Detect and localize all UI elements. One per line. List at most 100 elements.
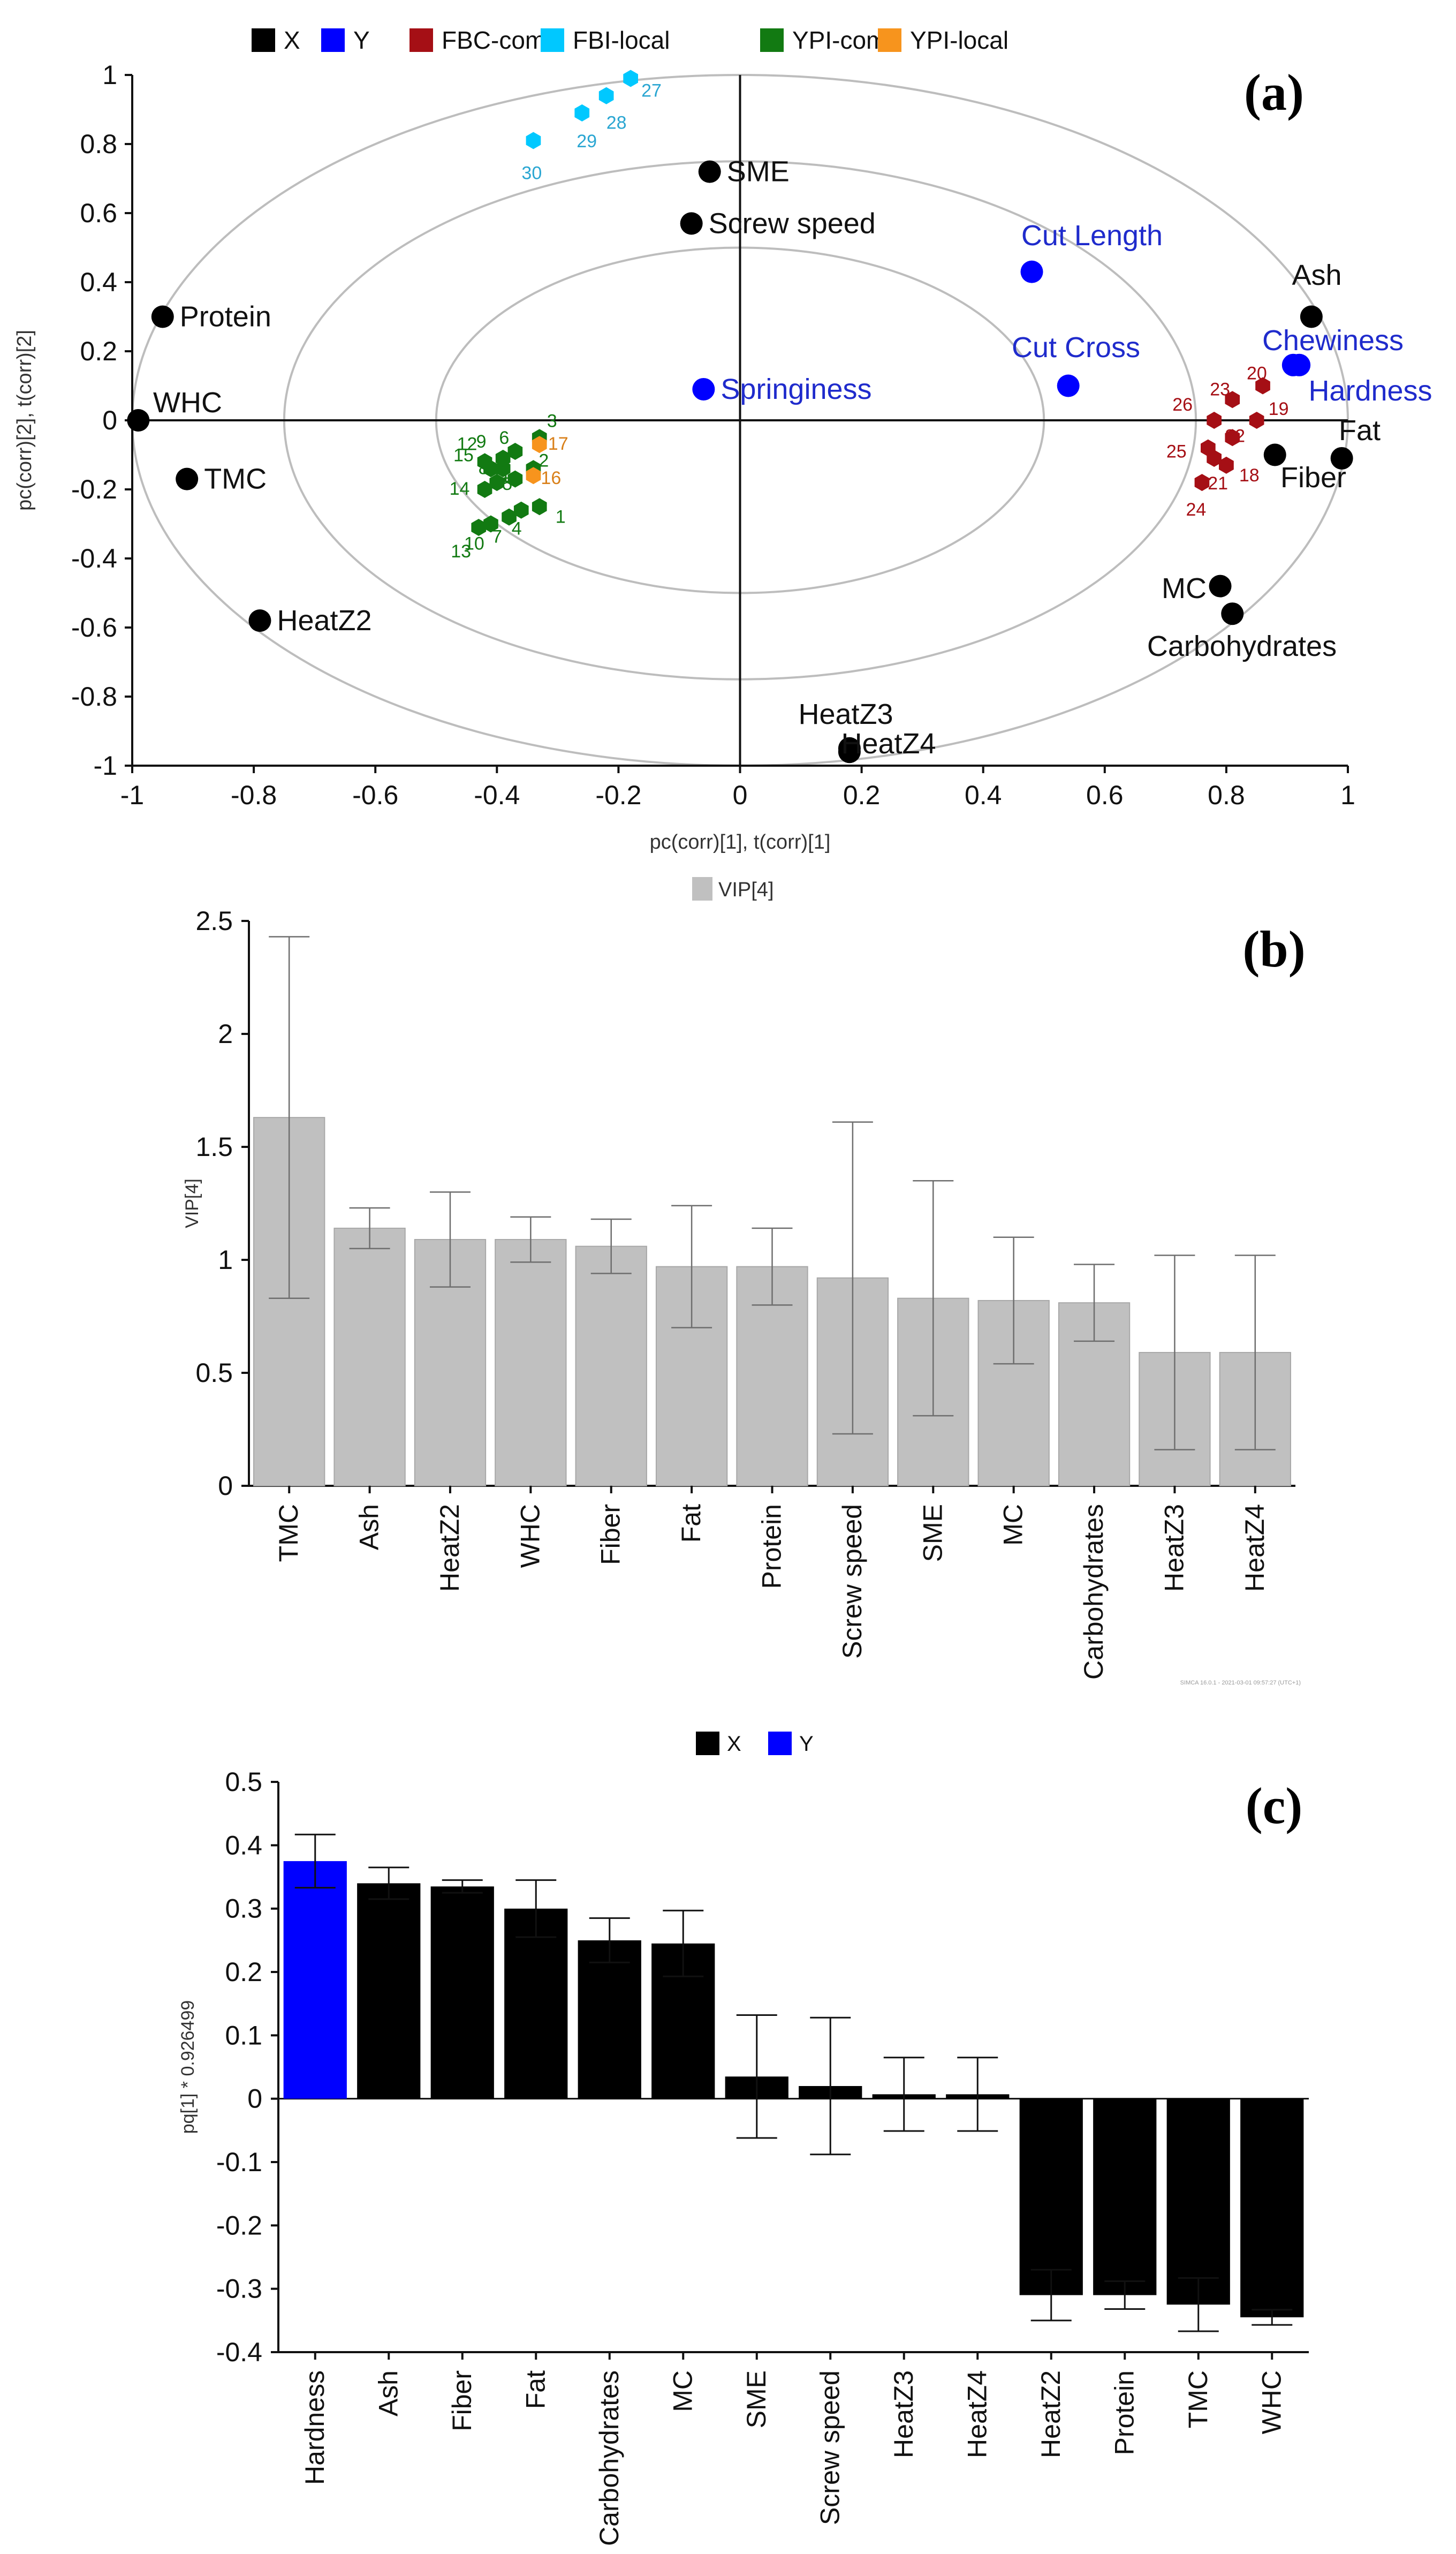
x-tick-label: -1 [120,780,144,810]
coef-bar [283,1861,347,2099]
panel-letter-c: (c) [1246,1777,1303,1834]
variable-point [1288,353,1311,376]
observation-label: 7 [492,527,502,547]
x-tick-label: HeatZ2 [1036,2370,1066,2458]
x-tick-label: MC [668,2370,697,2412]
observation-marker [1225,391,1240,409]
observation-label: 16 [541,468,561,488]
variable-point [1263,443,1286,466]
legend-label-x: X [727,1732,741,1756]
x-tick-label: HeatZ4 [1240,1504,1270,1592]
coef-bar [578,1940,641,2099]
y-tick-label: 1 [102,60,117,90]
legend-swatch-y [768,1732,792,1755]
variable-point [692,377,715,401]
legend-swatch-fbc_com [410,28,433,52]
x-tick-label: SME [917,1504,947,1562]
variable-label: Screw speed [709,207,876,239]
y-tick-label: 0 [218,1471,233,1501]
observation-marker [513,501,529,519]
y-tick-label: 0 [102,405,117,435]
y-tick-label: 0.6 [80,198,117,228]
variable-point [1300,305,1323,328]
y-axis-label: VIP[4] [182,1178,202,1228]
x-tick-label: 0.2 [843,780,881,810]
observation-marker [1194,474,1210,492]
observation-label: 4 [512,519,522,539]
y-tick-label: 0.1 [225,2020,262,2050]
y-tick-label: -0.1 [216,2147,262,2177]
observation-marker [532,498,547,516]
software-footnote: SIMCA 16.0.1 - 2021-03-01 09:57:27 (UTC+… [1180,1680,1301,1686]
observation-label: 1 [556,507,566,527]
legend-label-fbc_com: FBC-com [442,26,545,54]
x-tick-label: -0.8 [231,780,277,810]
observation-marker [574,104,590,122]
y-tick-label: 0.2 [80,336,117,366]
observation-marker [526,467,541,485]
legend-swatch-ypi_local [878,28,901,52]
coef-bar [1166,2098,1230,2305]
observation-label: 28 [606,113,627,133]
x-tick-label: Ash [373,2370,403,2416]
observation-marker [507,443,523,460]
variable-point [1209,575,1232,598]
observation-label: 9 [476,432,487,452]
variable-point [1330,447,1353,470]
x-tick-label: 0.4 [965,780,1002,810]
variable-point [1020,260,1043,283]
legend-swatch-y [321,28,345,52]
x-axis-label: pc(corr)[1], t(corr)[1] [650,831,831,853]
y-tick-label: -0.8 [71,682,117,712]
observation-label: 14 [450,479,470,499]
x-tick-label: Carbohydrates [594,2370,624,2546]
variable-label: SME [727,156,790,188]
legend-swatch-fbi_local [541,28,564,52]
observation-marker [532,436,547,454]
y-tick-label: 2 [218,1019,233,1049]
variable-point [838,740,861,764]
x-tick-label: Screw speed [837,1504,867,1659]
observation-marker [1255,377,1270,395]
legend-swatch-vip [692,877,712,901]
y-tick-label: 0.4 [225,1830,262,1860]
variable-label: TMC [204,463,267,495]
vip-bar [575,1245,647,1486]
x-tick-label: SME [741,2370,771,2428]
x-tick-label: WHC [1256,2370,1286,2434]
variable-point [176,467,199,490]
observation-marker [483,515,498,533]
x-tick-label: WHC [515,1504,545,1568]
y-tick-label: -0.4 [71,543,117,573]
y-tick-label: 0.5 [225,1767,262,1797]
observation-label: 21 [1208,473,1228,494]
observation-label: 30 [521,163,542,184]
x-tick-label: Protein [1109,2370,1139,2455]
observation-marker [598,87,614,104]
variable-point [1057,374,1080,397]
x-tick-label: -0.6 [352,780,398,810]
x-tick-label: 0.6 [1086,780,1124,810]
y-tick-label: -0.3 [216,2274,262,2304]
coef-bar [504,1908,568,2099]
coef-bar [430,1886,494,2099]
variable-point [127,409,150,432]
y-tick-label: 0.8 [80,129,117,159]
x-tick-label: TMC [1183,2370,1213,2428]
x-tick-label: 0 [733,780,748,810]
y-tick-label: -0.6 [71,613,117,643]
variable-point [151,305,174,328]
observation-label: 6 [499,428,509,448]
y-tick-label: 0.2 [225,1957,262,1987]
legend-label-y: Y [799,1732,814,1756]
coef-bar [1093,2098,1157,2295]
observation-label: 17 [548,434,568,454]
observation-marker [477,481,492,498]
y-tick-label: -0.2 [216,2210,262,2240]
legend-swatch-x [252,28,275,52]
variable-label: HeatZ2 [277,605,371,637]
observation-marker [623,70,638,87]
vip-bar [333,1227,406,1486]
coef-bar [1019,2098,1083,2295]
observation-label: 23 [1210,379,1230,399]
